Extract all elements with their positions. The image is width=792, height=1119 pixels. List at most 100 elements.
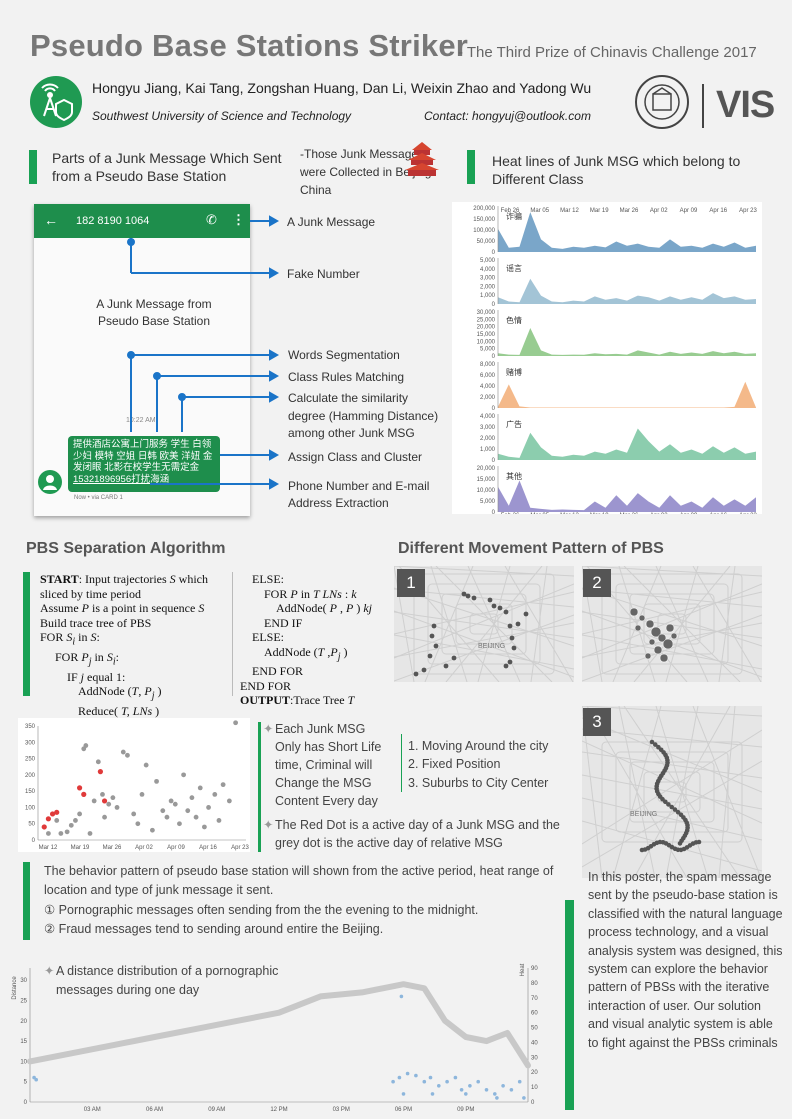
pbs-location-dot <box>515 621 521 627</box>
scatter-grey-point <box>212 792 218 797</box>
dist-xtick: 03 PM <box>333 1107 350 1113</box>
section-marker <box>29 150 37 184</box>
scatter-ytick: 350 <box>25 724 36 730</box>
scatter-grey-point <box>106 801 112 807</box>
scatter-grey-point <box>114 805 120 810</box>
heat-ytick: 100,000 <box>473 228 495 234</box>
pbs-location-dot <box>663 799 668 805</box>
map-street <box>582 728 762 748</box>
affiliation: Southwest University of Science and Tech… <box>92 109 352 123</box>
pbs-location-dot <box>509 635 515 641</box>
dist-point <box>484 1088 489 1092</box>
temple-icon <box>402 140 442 180</box>
pbs-location-dot <box>659 653 669 663</box>
heat-ytick: 0 <box>492 406 496 412</box>
dist-y2tick: 20 <box>531 1070 538 1076</box>
map-street <box>530 566 548 682</box>
dist-ytick: 25 <box>20 998 27 1004</box>
university-seal <box>634 74 690 130</box>
dist-point <box>522 1096 526 1100</box>
map-street <box>718 706 736 878</box>
pbs-location-dot <box>662 638 674 650</box>
dist-point <box>495 1096 499 1100</box>
heat-xtick: Mar 05 <box>530 208 549 214</box>
map-street <box>582 717 762 793</box>
map-number-badge: 3 <box>583 708 611 736</box>
phone-mockup: ← 182 8190 1064 ✆ ⋮ A Junk Message from … <box>34 204 250 516</box>
map-street <box>394 622 574 658</box>
heat-xtick: Apr 09 <box>680 208 698 214</box>
movement-heading: Different Movement Pattern of PBS <box>398 540 664 557</box>
scatter-grey-point <box>135 821 141 827</box>
scatter-grey-point <box>125 752 130 758</box>
pbs-location-dot <box>413 671 419 677</box>
dist-point <box>493 1092 497 1096</box>
scatter-grey-point <box>110 795 116 801</box>
pattern-moving: 1. Moving Around the city <box>408 739 549 753</box>
dist-point <box>430 1092 435 1096</box>
call-icon[interactable]: ✆ <box>206 212 217 227</box>
map-ring-road <box>455 603 513 645</box>
map-suburbs-to-center[interactable] <box>582 706 762 878</box>
dist-trend-line <box>27 981 531 1069</box>
map-street <box>394 634 574 670</box>
map-roads <box>394 566 574 682</box>
dist-y2tick: 40 <box>531 1040 538 1046</box>
heat-ytick: 200,000 <box>473 206 495 212</box>
scatter-ytick: 150 <box>25 789 36 795</box>
scatter-grey-point <box>220 782 226 788</box>
bullet-icon: ✦ <box>263 818 274 832</box>
pbs-location-dot <box>507 659 513 665</box>
distance-distribution-chart: 0 5 10 15 20 25 30 0 10 20 30 40 50 60 70 80 90 03 AM 06 A… <box>12 963 538 1113</box>
scatter-red-point <box>54 809 60 815</box>
label-class-rules: Class Rules Matching <box>288 370 405 384</box>
poster-title: Pseudo Base Stations Striker <box>30 28 469 63</box>
map-street <box>665 566 699 682</box>
heat-ytick: 150,000 <box>473 217 495 223</box>
dist-point <box>501 1084 505 1088</box>
back-arrow-icon[interactable]: ← <box>44 212 58 228</box>
bullet-icon: ✦ <box>263 722 274 736</box>
dist-point <box>397 1075 402 1080</box>
heat-ytick: 2,000 <box>480 284 496 290</box>
label-junk-message: A Junk Message <box>287 215 376 229</box>
pbs-location-dot <box>451 655 457 661</box>
scatter-red-point <box>77 785 83 791</box>
pbs-location-dot <box>670 632 678 640</box>
pbs-location-dot <box>648 638 656 646</box>
map-number-badge: 2 <box>583 569 611 597</box>
dist-point <box>34 1077 38 1082</box>
heat-section-heading: Heat lines of Junk MSG which belong to D… <box>492 153 741 187</box>
heat-series-label: 谣言 <box>506 263 522 273</box>
scatter-grey-point <box>202 824 207 830</box>
more-menu-icon[interactable]: ⋮ <box>232 212 245 227</box>
heat-ytick: 25,000 <box>477 317 496 323</box>
pbs-location-dot <box>511 645 517 651</box>
heat-xtick: Apr 23 <box>739 513 757 514</box>
scatter-grey-point <box>216 818 222 823</box>
map-street <box>394 587 574 647</box>
pbs-location-dot <box>669 804 674 810</box>
dist-ylabel: Distance <box>12 976 18 1000</box>
scatter-xtick: Mar 26 <box>103 845 122 851</box>
map-fixed-position[interactable] <box>582 566 762 682</box>
map-street <box>394 566 574 577</box>
map-street <box>582 622 762 658</box>
scatter-grey-point <box>87 831 93 836</box>
scatter-grey-point <box>54 818 60 823</box>
authors: Hongyu Jiang, Kai Tang, Zongshan Huang, … <box>92 80 592 96</box>
message-phone-link[interactable]: 15321896956打扰海涵 <box>73 473 170 485</box>
map-number-badge: 1 <box>397 569 425 597</box>
scatter-grey-point <box>197 785 203 791</box>
scatter-grey-point <box>164 814 170 820</box>
heat-series-label: 诈骗 <box>506 211 522 221</box>
message-bubble[interactable]: 提供酒店公寓上门服务 学生 白领 少妇 模特 空姐 日韩 欧美 洋妞 金发闭眼 … <box>68 436 220 492</box>
heat-area-1 <box>498 278 756 304</box>
map-street <box>582 760 762 868</box>
dist-y2tick: 70 <box>531 996 538 1002</box>
sender-number: 182 8190 1064 <box>76 215 150 227</box>
pbs-location-dot <box>629 607 639 617</box>
pbs-location-dot <box>696 839 702 845</box>
pbs-location-dot <box>677 841 683 846</box>
pattern-fixed: 2. Fixed Position <box>408 757 501 771</box>
